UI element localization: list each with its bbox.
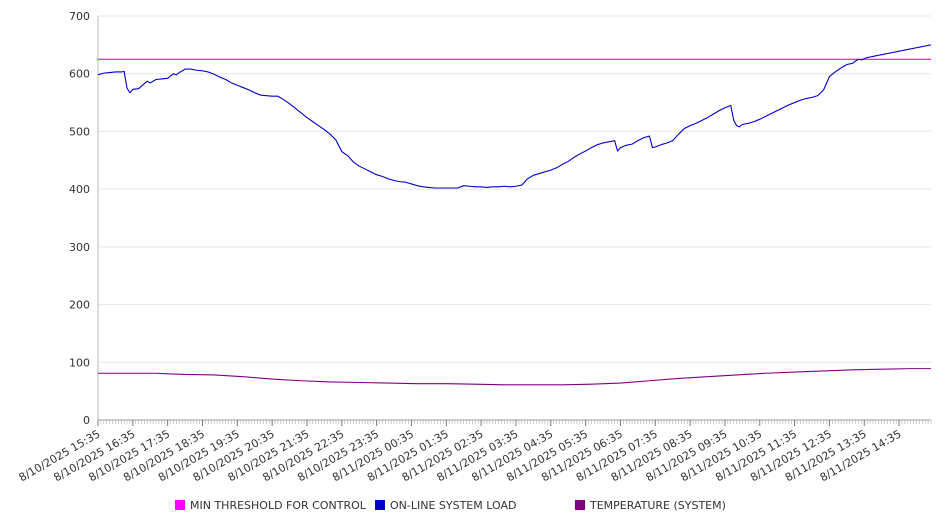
x-tick-labels: 8/10/2025 15:358/10/2025 16:358/10/2025 … [17,427,904,484]
legend-swatch-2 [375,500,385,510]
legend-swatch-3 [575,500,585,510]
y-tick-label: 600 [69,68,90,81]
y-tick-label: 500 [69,125,90,138]
y-tick-label: 700 [69,10,90,23]
legend-swatch-1 [175,500,185,510]
axes [97,16,932,426]
legend-label-1: MIN THRESHOLD FOR CONTROL [190,499,367,512]
y-tick-label: 200 [69,299,90,312]
y-tick-label: 100 [69,356,90,369]
y-tick-labels: 0 100 200 300 400 500 600 700 [69,10,90,427]
gridlines [98,15,931,363]
legend: MIN THRESHOLD FOR CONTROL ON-LINE SYSTEM … [175,499,726,512]
y-tick-label: 400 [69,183,90,196]
y-tick-label: 0 [83,414,90,427]
y-tick-label: 300 [69,241,90,254]
series-lines [98,44,931,386]
series-line-2 [98,44,931,189]
legend-label-3: TEMPERATURE (SYSTEM) [589,499,726,512]
series-line-3 [98,368,931,386]
legend-label-2: ON-LINE SYSTEM LOAD [390,499,516,512]
